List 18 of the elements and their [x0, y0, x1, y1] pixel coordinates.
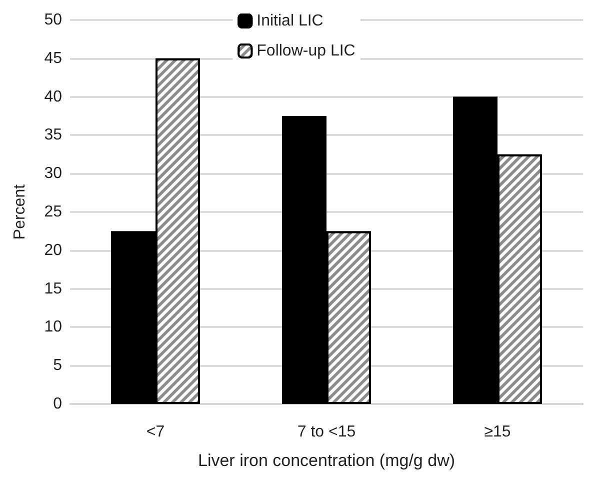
y-tick-label: 25 — [44, 204, 62, 220]
y-tick-label: 0 — [53, 396, 62, 412]
legend-label: Initial LIC — [256, 12, 324, 30]
x-tick-label: <7 — [146, 424, 165, 440]
y-tick-label: 40 — [44, 88, 62, 106]
y-tick-label: 15 — [44, 280, 62, 298]
x-tick-label: ≥15 — [484, 424, 511, 440]
y-tick-label: 45 — [44, 50, 62, 67]
y-tick-label: 5 — [53, 357, 62, 374]
legend-label: Follow-up LIC — [256, 42, 356, 60]
x-tick-label: 7 to <15 — [297, 424, 356, 440]
y-tick-label: 50 — [44, 12, 62, 28]
x-axis-title: Liver iron concentration (mg/g dw) — [198, 451, 456, 470]
y-tick-label: 35 — [44, 126, 62, 144]
y-tick-label: 30 — [44, 165, 62, 182]
y-tick-label: 10 — [44, 318, 62, 336]
y-axis-title: Percent — [12, 184, 28, 240]
y-tick-label: 20 — [44, 242, 62, 259]
